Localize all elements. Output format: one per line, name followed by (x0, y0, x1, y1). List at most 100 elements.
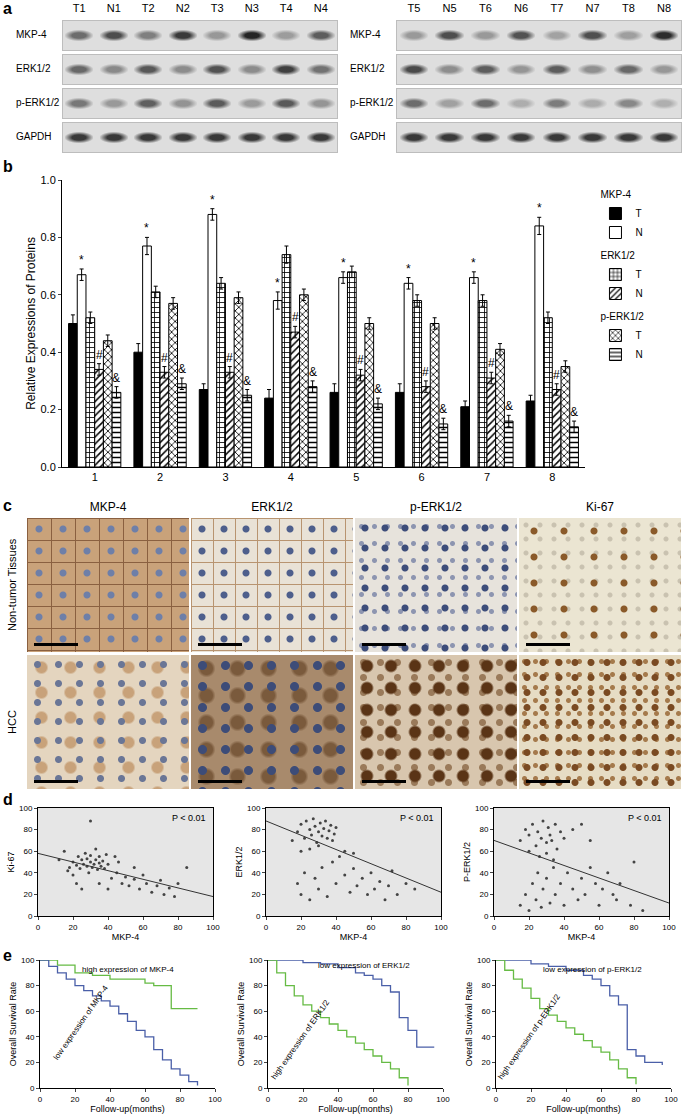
svg-text:20: 20 (71, 1095, 80, 1104)
svg-text:T: T (635, 330, 641, 341)
svg-text:0: 0 (486, 1084, 491, 1093)
svg-text:60: 60 (367, 923, 376, 932)
svg-text:Follow-up(months): Follow-up(months) (318, 1104, 393, 1114)
svg-text:60: 60 (251, 847, 260, 856)
svg-text:100: 100 (434, 923, 448, 932)
svg-text:ERK1/2: ERK1/2 (234, 846, 244, 877)
svg-text:p-ERK1/2: p-ERK1/2 (600, 311, 644, 322)
svg-text:80: 80 (25, 981, 34, 990)
svg-text:60: 60 (253, 1007, 262, 1016)
svg-text:100: 100 (19, 804, 33, 813)
svg-text:0: 0 (264, 923, 269, 932)
svg-text:100: 100 (249, 956, 263, 965)
svg-text:P-ERK1/2: P-ERK1/2 (462, 842, 472, 882)
svg-text:2: 2 (157, 471, 163, 483)
svg-text:0: 0 (258, 1084, 263, 1093)
svg-text:P < 0.01: P < 0.01 (400, 813, 434, 823)
svg-text:0.6: 0.6 (41, 289, 56, 301)
svg-text:high expression of p-ERK1/2: high expression of p-ERK1/2 (496, 992, 562, 1081)
svg-text:low expression of MKP-4: low expression of MKP-4 (52, 983, 110, 1061)
svg-text:20: 20 (481, 1058, 490, 1067)
svg-text:100: 100 (662, 923, 676, 932)
svg-text:#: # (488, 356, 495, 370)
svg-text:100: 100 (21, 956, 35, 965)
svg-text:80: 80 (481, 981, 490, 990)
svg-text:0.2: 0.2 (41, 403, 56, 415)
svg-text:0: 0 (494, 1095, 499, 1104)
svg-text:*: * (537, 201, 542, 215)
svg-text:N: N (635, 288, 642, 299)
svg-text:1.0: 1.0 (41, 174, 56, 186)
svg-text:#: # (226, 351, 233, 365)
svg-text:100: 100 (477, 956, 491, 965)
svg-text:0.8: 0.8 (41, 231, 56, 243)
svg-text:20: 20 (25, 1058, 34, 1067)
svg-text:100: 100 (206, 923, 220, 932)
svg-text:60: 60 (479, 847, 488, 856)
svg-text:low expression of ERK1/2: low expression of ERK1/2 (318, 961, 410, 970)
svg-text:0: 0 (266, 1095, 271, 1104)
svg-text:Follow-up(months): Follow-up(months) (546, 1104, 621, 1114)
svg-text:T: T (635, 208, 641, 219)
svg-text:Relative Expressions of Protei: Relative Expressions of Proteins (24, 237, 38, 410)
svg-text:&: & (112, 371, 120, 385)
svg-text:80: 80 (632, 1095, 641, 1104)
svg-text:&: & (570, 405, 578, 419)
svg-text:8: 8 (549, 471, 555, 483)
svg-text:&: & (309, 365, 317, 379)
svg-text:#: # (292, 310, 299, 324)
svg-text:60: 60 (23, 847, 32, 856)
svg-text:high expression of ERK1/2: high expression of ERK1/2 (269, 998, 331, 1081)
svg-text:0: 0 (38, 1095, 43, 1104)
svg-text:0: 0 (492, 923, 497, 932)
svg-text:40: 40 (25, 1033, 34, 1042)
svg-text:&: & (243, 374, 251, 388)
svg-text:*: * (275, 276, 280, 290)
svg-text:0: 0 (28, 912, 33, 921)
svg-text:#: # (161, 351, 168, 365)
svg-text:*: * (144, 221, 149, 235)
svg-text:20: 20 (527, 1095, 536, 1104)
svg-text:0.0: 0.0 (41, 461, 56, 473)
svg-text:80: 80 (174, 923, 183, 932)
svg-text:ERK1/2: ERK1/2 (600, 250, 635, 261)
svg-text:80: 80 (251, 825, 260, 834)
svg-text:100: 100 (436, 1095, 450, 1104)
svg-text:0: 0 (484, 912, 489, 921)
svg-text:MKP-4: MKP-4 (112, 932, 140, 942)
svg-text:0: 0 (30, 1084, 35, 1093)
svg-text:60: 60 (369, 1095, 378, 1104)
svg-text:80: 80 (176, 1095, 185, 1104)
svg-text:&: & (505, 399, 513, 413)
svg-text:40: 40 (23, 869, 32, 878)
svg-text:MKP-4: MKP-4 (600, 189, 631, 200)
svg-text:low expression of p-ERK1/2: low expression of p-ERK1/2 (543, 965, 642, 974)
svg-text:100: 100 (475, 804, 489, 813)
svg-text:20: 20 (479, 890, 488, 899)
svg-text:100: 100 (208, 1095, 222, 1104)
svg-text:40: 40 (562, 1095, 571, 1104)
svg-text:20: 20 (525, 923, 534, 932)
svg-text:20: 20 (69, 923, 78, 932)
svg-text:#: # (422, 365, 429, 379)
svg-text:40: 40 (332, 923, 341, 932)
svg-text:60: 60 (481, 1007, 490, 1016)
svg-text:3: 3 (222, 471, 228, 483)
svg-text:0: 0 (256, 912, 261, 921)
svg-text:P < 0.01: P < 0.01 (172, 813, 206, 823)
svg-text:T: T (635, 269, 641, 280)
svg-text:80: 80 (630, 923, 639, 932)
svg-text:60: 60 (141, 1095, 150, 1104)
svg-text:20: 20 (251, 890, 260, 899)
svg-text:MKP-4: MKP-4 (568, 932, 596, 942)
svg-text:*: * (341, 256, 346, 270)
svg-text:80: 80 (479, 825, 488, 834)
svg-text:40: 40 (481, 1033, 490, 1042)
svg-text:100: 100 (664, 1095, 678, 1104)
svg-text:5: 5 (353, 471, 359, 483)
svg-text:N: N (635, 227, 642, 238)
svg-text:20: 20 (299, 1095, 308, 1104)
svg-text:40: 40 (251, 869, 260, 878)
svg-text:40: 40 (334, 1095, 343, 1104)
svg-text:40: 40 (104, 923, 113, 932)
